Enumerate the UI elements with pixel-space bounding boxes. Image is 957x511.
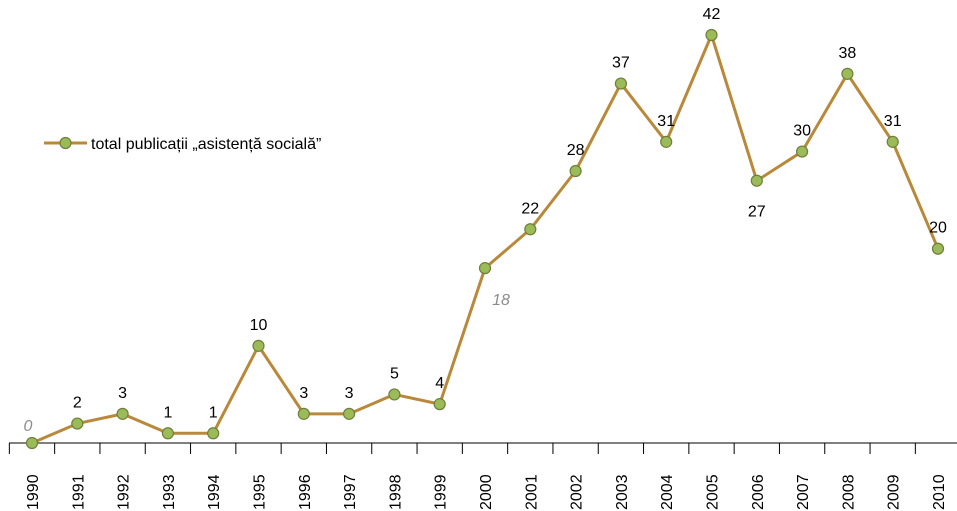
x-tick-label: 1991 (70, 474, 87, 510)
data-label: 4 (435, 375, 444, 392)
x-tick-label: 2008 (840, 474, 857, 510)
x-axis: 1990 1991 1992 1993 1994 1995 1996 1997 1998 1999… (8, 442, 957, 510)
x-tick-label: 2006 (750, 474, 767, 510)
data-label: 10 (250, 317, 268, 334)
data-label: 37 (612, 55, 630, 72)
x-tick-label: 1993 (161, 474, 178, 510)
data-point (388, 388, 401, 401)
data-label: 42 (703, 6, 721, 23)
series-line (31, 33, 940, 445)
data-point (705, 28, 718, 42)
data-point (252, 339, 265, 352)
x-tick-label: 2003 (614, 474, 631, 510)
data-label: 3 (345, 385, 354, 402)
data-label: 1 (163, 404, 172, 421)
data-point (116, 407, 129, 420)
data-point (161, 427, 174, 440)
data-point (25, 436, 39, 450)
x-tick-label: 1995 (252, 474, 269, 510)
data-label: 22 (521, 200, 539, 217)
data-label: 30 (793, 123, 811, 140)
data-label: 20 (929, 220, 947, 237)
legend-entry-label: total publicații „asistență socială” (91, 136, 321, 153)
x-tick-label: 1992 (116, 474, 133, 510)
legend: total publicații „asistență socială” (44, 136, 321, 153)
data-point (343, 407, 356, 420)
data-point (569, 164, 582, 178)
data-label: 3 (118, 385, 127, 402)
data-label: 2 (73, 395, 82, 412)
data-point (750, 174, 763, 187)
data-label: 0 (24, 418, 33, 435)
x-tick-label: 2004 (659, 474, 676, 510)
x-tick-label: 2010 (931, 474, 948, 510)
x-tick-label: 1996 (297, 474, 314, 510)
x-tick-label: 2009 (886, 474, 903, 510)
data-point (886, 135, 899, 148)
series-total-publicatii (25, 28, 945, 450)
data-label: 31 (657, 113, 675, 130)
data-label: 28 (567, 142, 585, 159)
x-tick-label: 1997 (342, 474, 359, 510)
data-point (841, 67, 854, 80)
data-label: 1 (209, 404, 218, 421)
data-point (931, 242, 945, 255)
data-label: 3 (299, 385, 308, 402)
data-label: 27 (748, 204, 766, 221)
data-point (71, 417, 84, 430)
x-tick-label: 2001 (523, 474, 540, 510)
data-label: 31 (884, 113, 902, 130)
data-label: 18 (492, 292, 510, 309)
data-point (297, 407, 310, 420)
x-tick-label: 1990 (25, 474, 42, 510)
data-point (524, 223, 537, 236)
x-tick-label: 2000 (478, 474, 495, 510)
data-point (660, 135, 673, 148)
data-label: 38 (839, 45, 857, 62)
data-point (614, 77, 628, 90)
x-tick-label: 2007 (795, 474, 812, 510)
x-tick-label: 1994 (206, 474, 223, 510)
data-point (433, 398, 446, 411)
x-tick-label: 1999 (433, 474, 450, 510)
data-point (795, 145, 809, 158)
legend-marker-swatch (59, 136, 72, 150)
x-tick-label: 2005 (705, 474, 722, 510)
data-point (478, 262, 492, 275)
x-tick-label: 1998 (387, 474, 404, 510)
data-label: 5 (390, 365, 399, 382)
x-tick-label: 2002 (569, 474, 586, 510)
data-point (207, 427, 220, 440)
